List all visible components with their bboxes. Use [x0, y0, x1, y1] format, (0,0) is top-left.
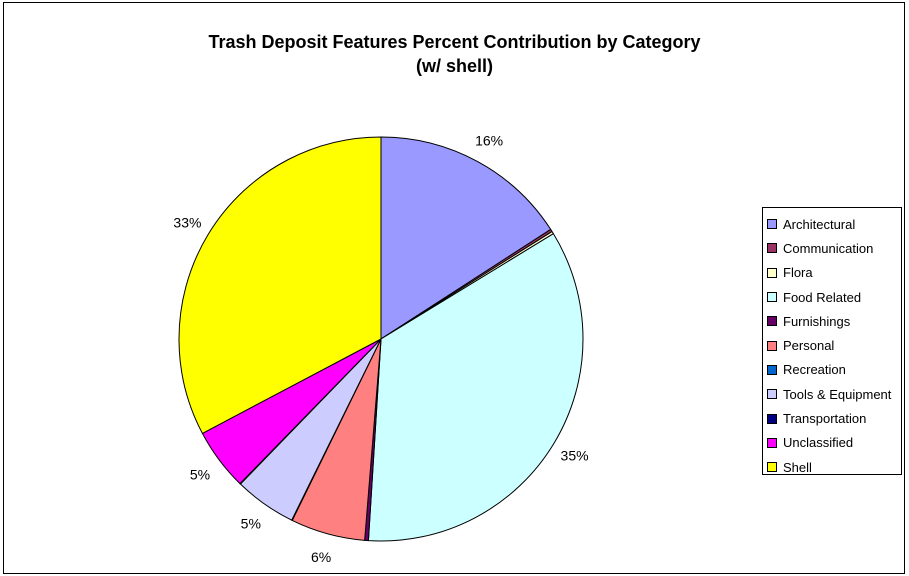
pie-label-unclassified: 5%: [190, 466, 210, 482]
legend-swatch: [767, 413, 777, 424]
legend-label: Food Related: [783, 289, 862, 305]
legend-swatch: [767, 292, 777, 303]
legend-swatch: [767, 316, 777, 327]
legend-label: Tools & Equipment: [783, 386, 892, 402]
legend-label: Unclassified: [783, 435, 854, 451]
legend-swatch: [767, 219, 777, 230]
pie-slice-shell: [178, 136, 382, 434]
legend-label: Furnishings: [783, 313, 851, 329]
legend-swatch: [767, 462, 777, 473]
chart-title-line-2: (w/ shell): [415, 56, 493, 76]
pie-label-personal: 6%: [311, 549, 331, 565]
legend-swatch: [767, 267, 777, 278]
legend-label: Communication: [783, 240, 874, 256]
legend-item-communication: Communication: [763, 236, 901, 260]
legend-item-flora: Flora: [763, 261, 901, 285]
chart-title: Trash Deposit Features Percent Contribut…: [0, 30, 909, 78]
legend-item-shell: Shell: [763, 455, 901, 475]
legend-label: Recreation: [783, 362, 846, 378]
legend-swatch: [767, 340, 777, 351]
legend-item-tools-equipment: Tools & Equipment: [763, 382, 901, 406]
pie-label-tools-equipment: 5%: [241, 516, 261, 532]
chart-title-line-1: Trash Deposit Features Percent Contribut…: [208, 32, 701, 52]
legend-item-recreation: Recreation: [763, 358, 901, 382]
legend-item-unclassified: Unclassified: [763, 431, 901, 455]
legend-swatch: [767, 389, 777, 400]
legend-item-transportation: Transportation: [763, 406, 901, 430]
legend-label: Shell: [783, 459, 812, 475]
pie-label-shell: 33%: [173, 214, 201, 230]
pie-label-food-related: 35%: [561, 448, 589, 464]
legend-label: Flora: [783, 265, 813, 281]
legend-swatch: [767, 437, 777, 448]
legend-label: Transportation: [783, 411, 867, 427]
legend-item-architectural: Architectural: [763, 212, 901, 236]
legend-swatch: [767, 364, 777, 375]
pie-slice-food-related: [367, 233, 584, 542]
legend-swatch: [767, 243, 777, 254]
pie-slice-architectural: [380, 136, 552, 340]
legend-label: Personal: [783, 338, 835, 354]
legend-label: Architectural: [783, 216, 856, 232]
chart-legend: Architectural Communication Flora Food Rela…: [762, 207, 902, 475]
legend-item-food-related: Food Related: [763, 285, 901, 309]
legend-item-furnishings: Furnishings: [763, 309, 901, 333]
pie-label-architectural: 16%: [475, 133, 503, 149]
legend-item-personal: Personal: [763, 333, 901, 357]
